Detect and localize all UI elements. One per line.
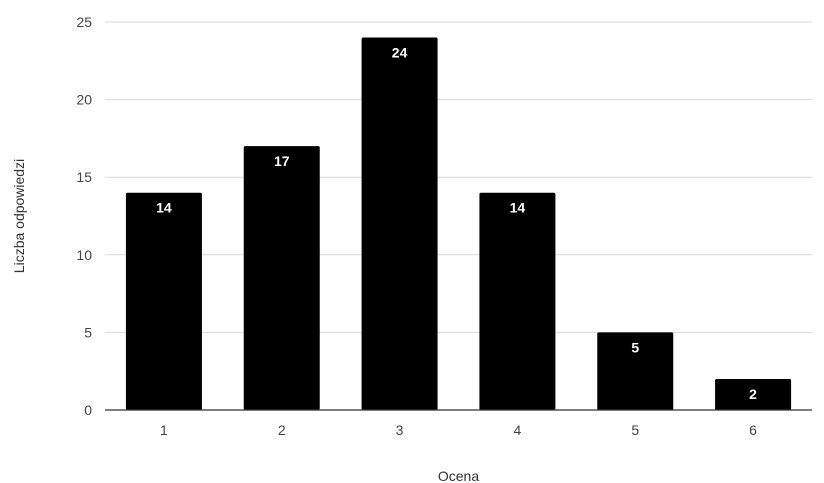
bar-value-label: 14	[510, 200, 526, 216]
bars: 14 17 24 14 5 2	[125, 37, 792, 411]
x-axis-ticks: 1 2 3 4 5 6	[160, 422, 757, 438]
y-tick-label: 0	[84, 402, 92, 418]
x-tick-label: 5	[631, 422, 639, 438]
x-tick-label: 2	[278, 422, 286, 438]
bar-value-label: 17	[274, 153, 290, 169]
x-tick-label: 3	[396, 422, 404, 438]
x-tick-label: 4	[514, 422, 522, 438]
bar-value-label: 14	[156, 200, 172, 216]
x-tick-label: 6	[749, 422, 757, 438]
gridlines	[105, 21, 812, 333]
bar-6	[715, 378, 792, 410]
bar-2	[243, 146, 320, 410]
bar-1	[125, 192, 202, 410]
y-tick-label: 20	[76, 92, 92, 108]
bar-5	[597, 332, 674, 410]
bar-4	[479, 192, 556, 410]
x-tick-label: 1	[160, 422, 168, 438]
x-axis-title: Ocena	[438, 468, 479, 483]
bar-3	[361, 37, 438, 411]
y-tick-label: 15	[76, 169, 92, 185]
y-axis-title: Liczba odpowiedzi	[11, 159, 27, 273]
y-tick-label: 25	[76, 14, 92, 30]
y-axis-ticks: 0 5 10 15 20 25	[76, 14, 92, 418]
bar-value-label: 24	[392, 45, 408, 61]
y-tick-label: 10	[76, 247, 92, 263]
bar-value-label: 5	[631, 339, 639, 355]
bar-value-label: 2	[749, 386, 757, 402]
y-tick-label: 5	[84, 324, 92, 340]
